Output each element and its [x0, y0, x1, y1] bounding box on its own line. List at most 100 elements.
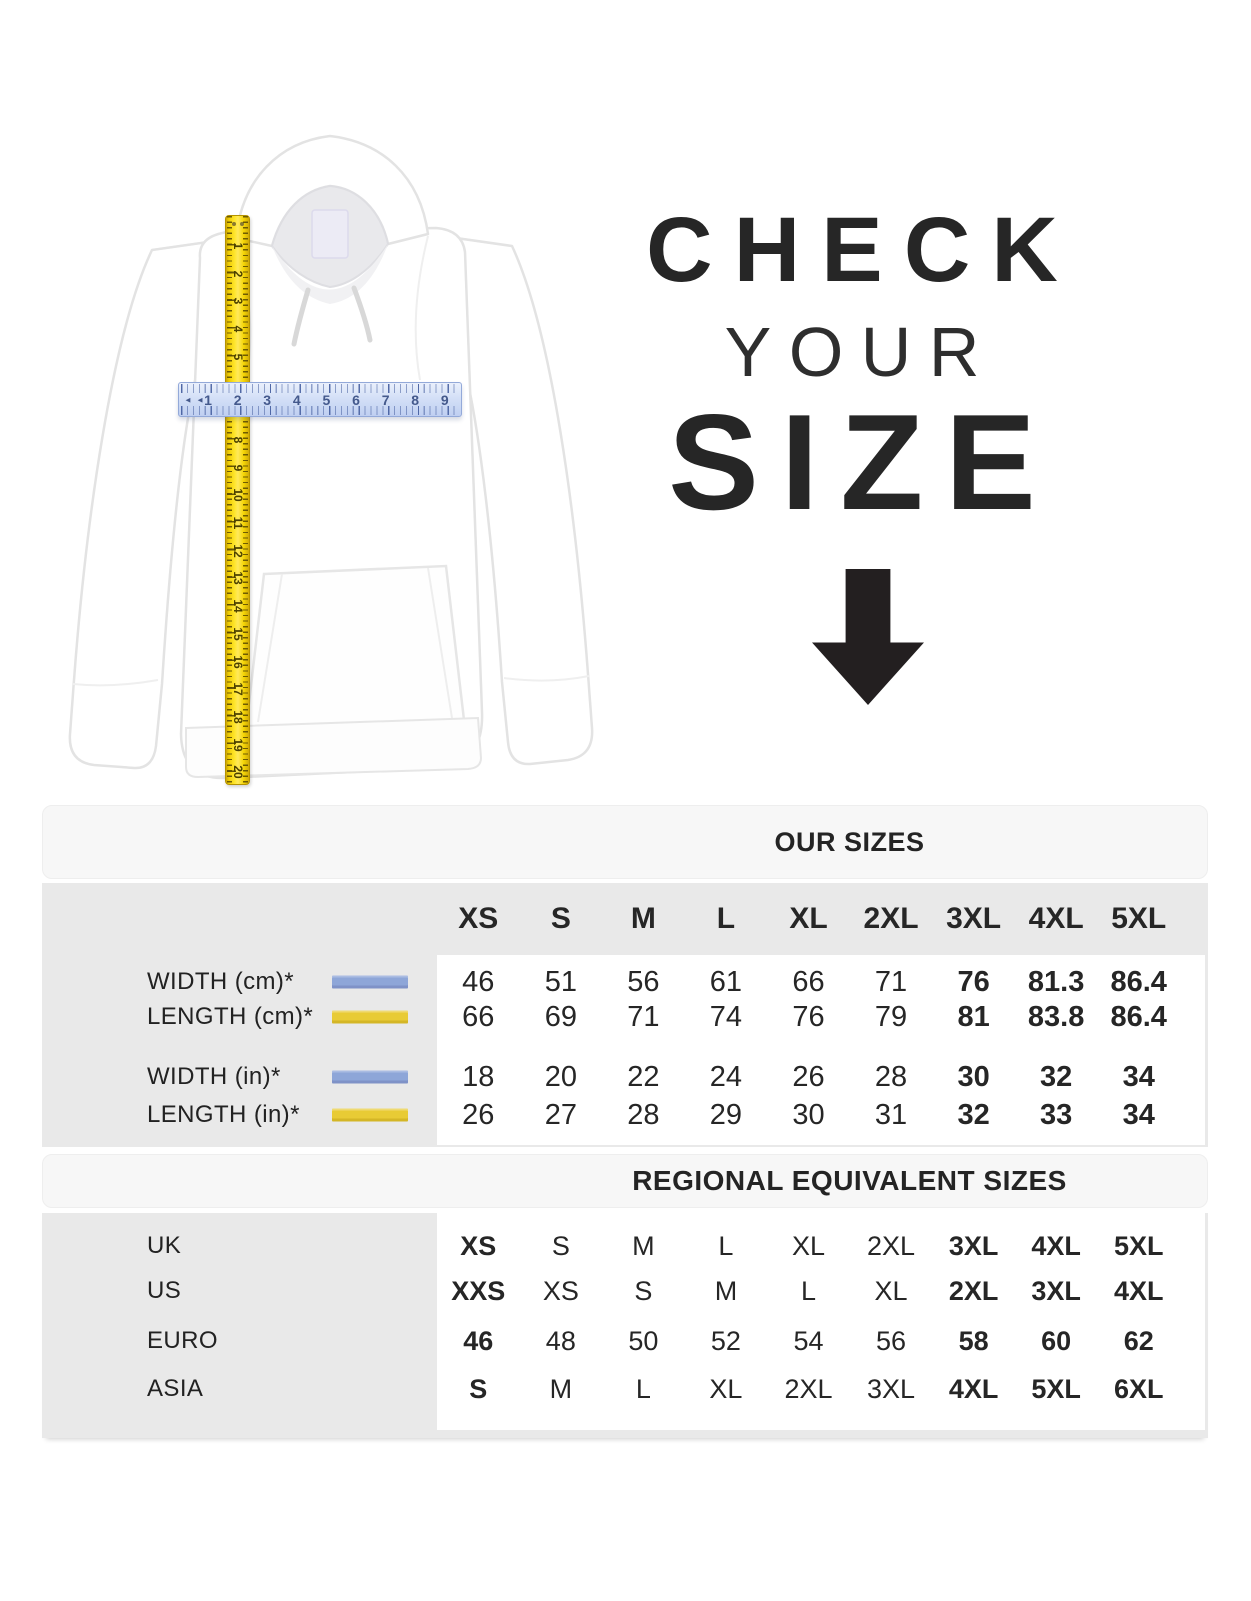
region-size-value: 5XL	[1113, 1230, 1164, 1261]
region-size-value: 52	[710, 1325, 741, 1356]
tape-number: 8	[230, 436, 245, 444]
tape-number: 14	[230, 599, 245, 613]
region-size-value: 3XL	[1031, 1275, 1081, 1306]
horizontal-ruler-icon: ◄ ◄ 1 2 3 4 5 6 7 8 9	[178, 382, 462, 417]
tape-number: 13	[230, 571, 245, 586]
size-value: 74	[709, 1000, 743, 1033]
measure-row: LENGTH (in)* 26 27 28 29 30 31 32 33 34	[42, 1097, 1208, 1133]
ruler-number: 5	[322, 391, 331, 408]
size-value: 34	[1122, 1098, 1155, 1131]
tape-rivet-icon	[240, 222, 244, 226]
size-value: 46	[462, 965, 495, 998]
row-label-cell: LENGTH (cm)*	[42, 999, 437, 1035]
measurements-band: XS S M L XL 2XL 3XL 4XL 5XL WIDTH (cm)* 46 51 56 61 6…	[42, 883, 1208, 1147]
row-label: LENGTH (cm)*	[147, 1003, 314, 1030]
tape-number: 10	[230, 488, 245, 502]
region-size-value: 58	[958, 1325, 989, 1356]
size-value: 28	[874, 1060, 908, 1093]
size-value: 83.8	[1027, 1000, 1085, 1033]
region-size-value: L	[718, 1230, 734, 1261]
region-size-value: 4XL	[1113, 1275, 1164, 1306]
size-value: 26	[462, 1098, 495, 1131]
ruler-number: 7	[381, 391, 390, 408]
size-value: 32	[957, 1098, 990, 1131]
tape-number: 2	[230, 270, 245, 278]
tape-rivet-icon	[232, 222, 236, 226]
neck-label	[311, 209, 349, 259]
row-label-cell: WIDTH (in)*	[42, 1059, 437, 1095]
tape-number: 5	[230, 353, 245, 361]
title-check: CHECK	[646, 199, 1080, 301]
tape-number: 16	[230, 654, 245, 669]
size-value: 71	[874, 965, 908, 998]
regional-row: US XXS XS S M L XL 2XL 3XL 4XL	[42, 1273, 1208, 1309]
region-label: EURO	[147, 1327, 218, 1354]
tape-number: 20	[230, 765, 245, 779]
size-value: 26	[792, 1060, 825, 1093]
region-size-value: L	[800, 1275, 816, 1306]
tape-number: 19	[230, 737, 245, 752]
size-value: 27	[544, 1098, 577, 1131]
size-header-row: XS S M L XL 2XL 3XL 4XL 5XL	[42, 883, 1208, 955]
down-arrow-icon	[812, 569, 924, 705]
drawstring-right	[351, 285, 373, 343]
regional-panel	[437, 1213, 1205, 1430]
tape-number: 18	[230, 710, 245, 724]
size-value: 20	[544, 1060, 577, 1093]
size-value: 79	[874, 1000, 908, 1033]
size-value: 66	[462, 1000, 495, 1033]
size-value: 76	[792, 1000, 825, 1033]
measurements-panel	[437, 955, 1205, 1145]
tape-number: 4	[230, 325, 245, 333]
row-label: WIDTH (cm)*	[147, 968, 295, 995]
regional-band-header: REGIONAL EQUIVALENT SIZES	[42, 1154, 1208, 1208]
region-size-value: 56	[876, 1325, 907, 1356]
region-label: ASIA	[147, 1375, 204, 1402]
region-label: US	[147, 1277, 182, 1304]
region-size-value: 6XL	[1113, 1373, 1164, 1404]
drawstring-left	[291, 287, 311, 347]
size-value: 66	[792, 965, 825, 998]
size-value: 33	[1040, 1098, 1073, 1131]
region-size-value: 62	[1123, 1325, 1154, 1356]
region-size-value: 4XL	[948, 1373, 999, 1404]
tape-number: 11	[230, 516, 245, 530]
hoodie-illustration	[68, 134, 594, 780]
region-size-value: M	[549, 1373, 573, 1404]
ruler-number: 2	[233, 391, 242, 408]
region-size-value: 3XL	[867, 1373, 916, 1404]
regional-row: UK XS S M L XL 2XL 3XL 4XL 5XL	[42, 1228, 1208, 1264]
size-value: 30	[957, 1060, 990, 1093]
region-label-cell: US	[42, 1273, 437, 1309]
size-value: 18	[462, 1060, 495, 1093]
region-size-value: 50	[628, 1325, 659, 1356]
tape-number: 9	[230, 464, 245, 471]
region-size-value: 5XL	[1031, 1373, 1081, 1404]
region-size-value: 46	[463, 1325, 494, 1356]
region-size-value: 2XL	[867, 1230, 916, 1261]
ruler-start-marks: ◄ ◄	[184, 395, 206, 404]
title-your: YOUR	[724, 313, 997, 391]
vertical-measuring-tape-icon: 1234567891011121314151617181920	[225, 215, 250, 785]
size-value: 69	[544, 1000, 577, 1033]
region-size-value: S	[634, 1275, 653, 1306]
size-value: 76	[957, 965, 990, 998]
collar-shading	[272, 244, 388, 304]
size-column-header: 3XL	[946, 902, 1002, 935]
size-column-header: XL	[789, 902, 828, 935]
size-value: 61	[709, 965, 743, 998]
ruler-number: 9	[440, 391, 449, 408]
region-size-value: M	[632, 1230, 655, 1261]
size-value: 81.3	[1027, 965, 1085, 998]
pocket-stitching	[257, 567, 453, 723]
yellow-swatch-icon	[332, 1010, 408, 1024]
region-size-value: S	[469, 1373, 488, 1404]
region-size-value: 4XL	[1031, 1230, 1081, 1261]
tape-number: 17	[230, 682, 245, 696]
region-size-value: 3XL	[948, 1230, 999, 1261]
row-label-cell: LENGTH (in)*	[42, 1097, 437, 1133]
size-value: 24	[709, 1060, 743, 1093]
region-size-value: L	[635, 1373, 651, 1404]
tape-number: 12	[230, 544, 245, 558]
